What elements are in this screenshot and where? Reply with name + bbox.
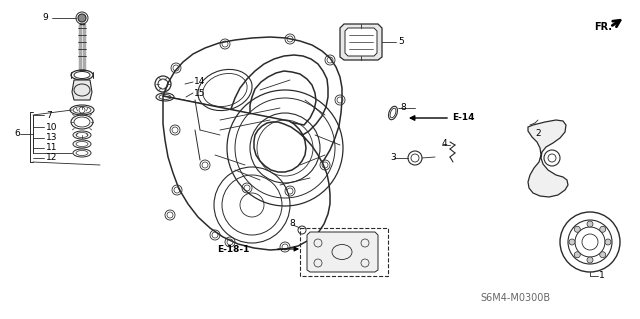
Circle shape <box>605 239 611 245</box>
Polygon shape <box>163 96 330 250</box>
Text: S6M4-M0300B: S6M4-M0300B <box>480 293 550 303</box>
Bar <box>300 228 388 276</box>
Text: 9: 9 <box>42 13 48 23</box>
Text: 4: 4 <box>442 138 447 147</box>
Text: 15: 15 <box>194 88 205 98</box>
Text: 10: 10 <box>46 122 58 131</box>
Polygon shape <box>307 232 378 272</box>
Polygon shape <box>345 28 377 56</box>
Circle shape <box>574 252 580 258</box>
Text: 7: 7 <box>46 110 52 120</box>
Text: E-18-1: E-18-1 <box>218 244 250 254</box>
Text: 2: 2 <box>535 129 541 137</box>
Circle shape <box>78 14 86 22</box>
Circle shape <box>587 221 593 227</box>
Text: 1: 1 <box>599 271 605 280</box>
Polygon shape <box>72 80 92 100</box>
Circle shape <box>600 226 605 232</box>
Text: 5: 5 <box>398 38 404 47</box>
Text: 11: 11 <box>46 144 58 152</box>
Circle shape <box>574 226 580 232</box>
Text: 8: 8 <box>400 102 406 112</box>
Text: FR.: FR. <box>594 22 612 32</box>
Polygon shape <box>528 120 568 197</box>
Circle shape <box>587 257 593 263</box>
Text: E-14: E-14 <box>452 114 474 122</box>
Text: 8: 8 <box>289 219 295 228</box>
Text: 3: 3 <box>390 153 396 162</box>
Circle shape <box>600 252 605 258</box>
Text: 12: 12 <box>46 153 58 162</box>
Polygon shape <box>163 37 342 191</box>
Text: 13: 13 <box>46 133 58 143</box>
Text: 6: 6 <box>14 130 20 138</box>
Circle shape <box>569 239 575 245</box>
Text: 14: 14 <box>194 78 205 86</box>
Polygon shape <box>340 24 382 60</box>
